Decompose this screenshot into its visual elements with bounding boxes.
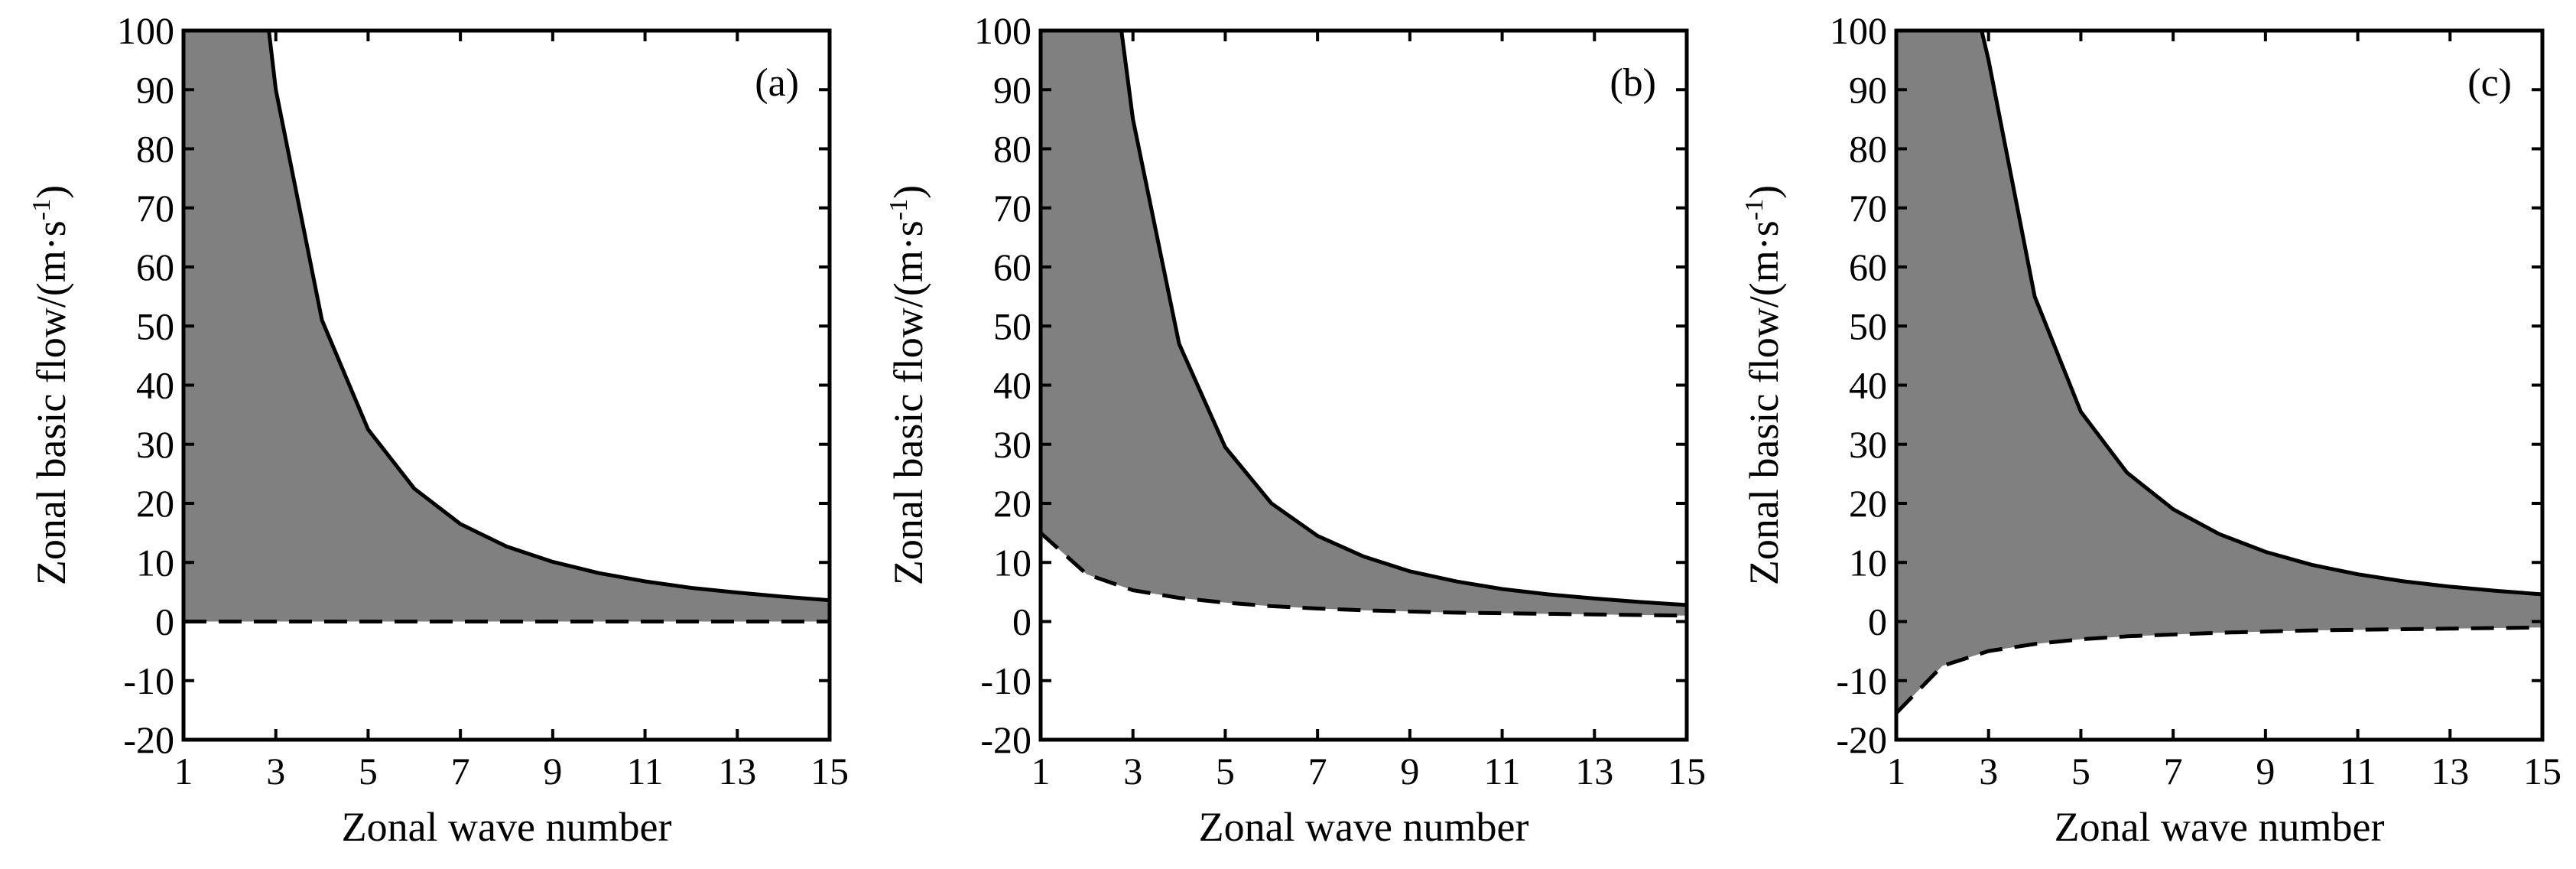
y-axis-label-exponent: -1 [1740, 199, 1769, 220]
y-tick-label: -20 [1836, 718, 1887, 761]
x-tick-label: 11 [1483, 750, 1520, 793]
x-tick-label: 11 [626, 750, 663, 793]
y-tick-label: -20 [123, 718, 174, 761]
panel-label: (c) [2467, 61, 2512, 105]
y-axis-label-tail: ) [28, 185, 74, 199]
x-tick-label: 9 [543, 750, 562, 793]
x-axis-label: Zonal wave number [1199, 804, 1529, 850]
y-axis-label-tail: ) [1741, 185, 1787, 199]
upper-bound-line [1119, 31, 1687, 607]
x-tick-label: 7 [451, 750, 470, 793]
y-tick-label: 20 [136, 482, 174, 525]
lower-bound-line [1041, 531, 1687, 618]
x-tick-label: 3 [1123, 750, 1142, 793]
y-axis-label-exponent: -1 [28, 199, 56, 220]
y-tick-label: 60 [993, 246, 1031, 288]
y-tick-label: 50 [136, 304, 174, 347]
y-tick-label: 0 [1012, 600, 1031, 643]
x-tick-label: 5 [359, 750, 378, 793]
y-tick-label: -20 [980, 718, 1031, 761]
x-tick-label: 9 [2256, 750, 2275, 793]
x-tick-label: 11 [2339, 750, 2376, 793]
y-axis-label: Zonal basic flow/(m·s-1) [28, 185, 74, 585]
chart-panel-c: 1 3 5 7 9 11 13 15-20-100102030405060708090100Z… [1740, 9, 2561, 850]
y-tick-label: 70 [1849, 187, 1887, 229]
x-tick-label: 1 [174, 750, 193, 793]
x-tick-label: 15 [1668, 750, 1706, 793]
y-tick-label: 90 [1849, 68, 1887, 111]
chart-panel-b: 1 3 5 7 9 11 13 15-20-100102030405060708090100Z… [885, 9, 1706, 850]
y-axis-label: Zonal basic flow/(m·s-1) [1740, 185, 1787, 585]
panel-label: (b) [1610, 61, 1656, 105]
y-tick-label: -10 [980, 659, 1031, 702]
y-tick-label: 10 [993, 541, 1031, 584]
y-tick-label: 40 [136, 364, 174, 407]
y-tick-label: 70 [136, 187, 174, 229]
y-axis-label-main: Zonal basic flow/(m·s [1741, 220, 1787, 585]
y-axis-label: Zonal basic flow/(m·s-1) [885, 185, 931, 585]
y-tick-label: 70 [993, 187, 1031, 229]
y-tick-label: 30 [136, 423, 174, 466]
y-tick-label: 30 [1849, 423, 1887, 466]
x-axis-label: Zonal wave number [2055, 804, 2385, 850]
y-tick-label: 0 [155, 600, 174, 643]
y-tick-label: 50 [993, 304, 1031, 347]
upper-bound-line [1980, 31, 2542, 597]
y-tick-label: 80 [1849, 128, 1887, 171]
y-tick-label: 0 [1868, 600, 1887, 643]
y-axis-label-exponent: -1 [885, 199, 913, 220]
y-tick-label: 80 [993, 128, 1031, 171]
y-tick-label: -10 [1836, 659, 1887, 702]
y-tick-label: 20 [1849, 482, 1887, 525]
y-axis-label-tail: ) [885, 185, 931, 199]
y-tick-label: 40 [993, 364, 1031, 407]
y-tick-label: 100 [117, 9, 174, 52]
x-tick-label: 1 [1031, 750, 1051, 793]
x-tick-label: 5 [1216, 750, 1235, 793]
y-tick-label: 90 [136, 68, 174, 111]
unstable-region [1041, 31, 1687, 616]
unstable-region [184, 31, 830, 622]
x-tick-label: 3 [266, 750, 285, 793]
y-tick-label: 10 [1849, 541, 1887, 584]
y-axis-label-main: Zonal basic flow/(m·s [885, 220, 931, 585]
chart-panel-a: 1 3 5 7 9 11 13 15-20-100102030405060708090100Z… [28, 9, 849, 850]
y-tick-label: -10 [123, 659, 174, 702]
x-tick-label: 13 [718, 750, 756, 793]
x-tick-label: 15 [2523, 750, 2561, 793]
x-tick-label: 1 [1887, 750, 1906, 793]
x-tick-label: 7 [2164, 750, 2183, 793]
y-tick-label: 80 [136, 128, 174, 171]
upper-bound-line [267, 31, 830, 603]
x-tick-label: 9 [1400, 750, 1419, 793]
x-tick-label: 5 [2071, 750, 2090, 793]
y-tick-label: 30 [993, 423, 1031, 466]
y-tick-label: 100 [1830, 9, 1887, 52]
y-tick-label: 50 [1849, 304, 1887, 347]
y-tick-label: 100 [974, 9, 1031, 52]
y-tick-label: 60 [136, 246, 174, 288]
x-tick-label: 3 [1979, 750, 1998, 793]
x-tick-label: 15 [810, 750, 849, 793]
y-tick-label: 10 [136, 541, 174, 584]
y-tick-label: 90 [993, 68, 1031, 111]
y-tick-label: 40 [1849, 364, 1887, 407]
unstable-region [1896, 31, 2542, 714]
x-tick-label: 13 [2431, 750, 2469, 793]
x-axis-label: Zonal wave number [342, 804, 672, 850]
x-tick-label: 13 [1575, 750, 1613, 793]
y-axis-label-main: Zonal basic flow/(m·s [28, 220, 74, 585]
panel-label: (a) [755, 61, 799, 105]
y-tick-label: 20 [993, 482, 1031, 525]
x-tick-label: 7 [1308, 750, 1327, 793]
y-tick-label: 60 [1849, 246, 1887, 288]
